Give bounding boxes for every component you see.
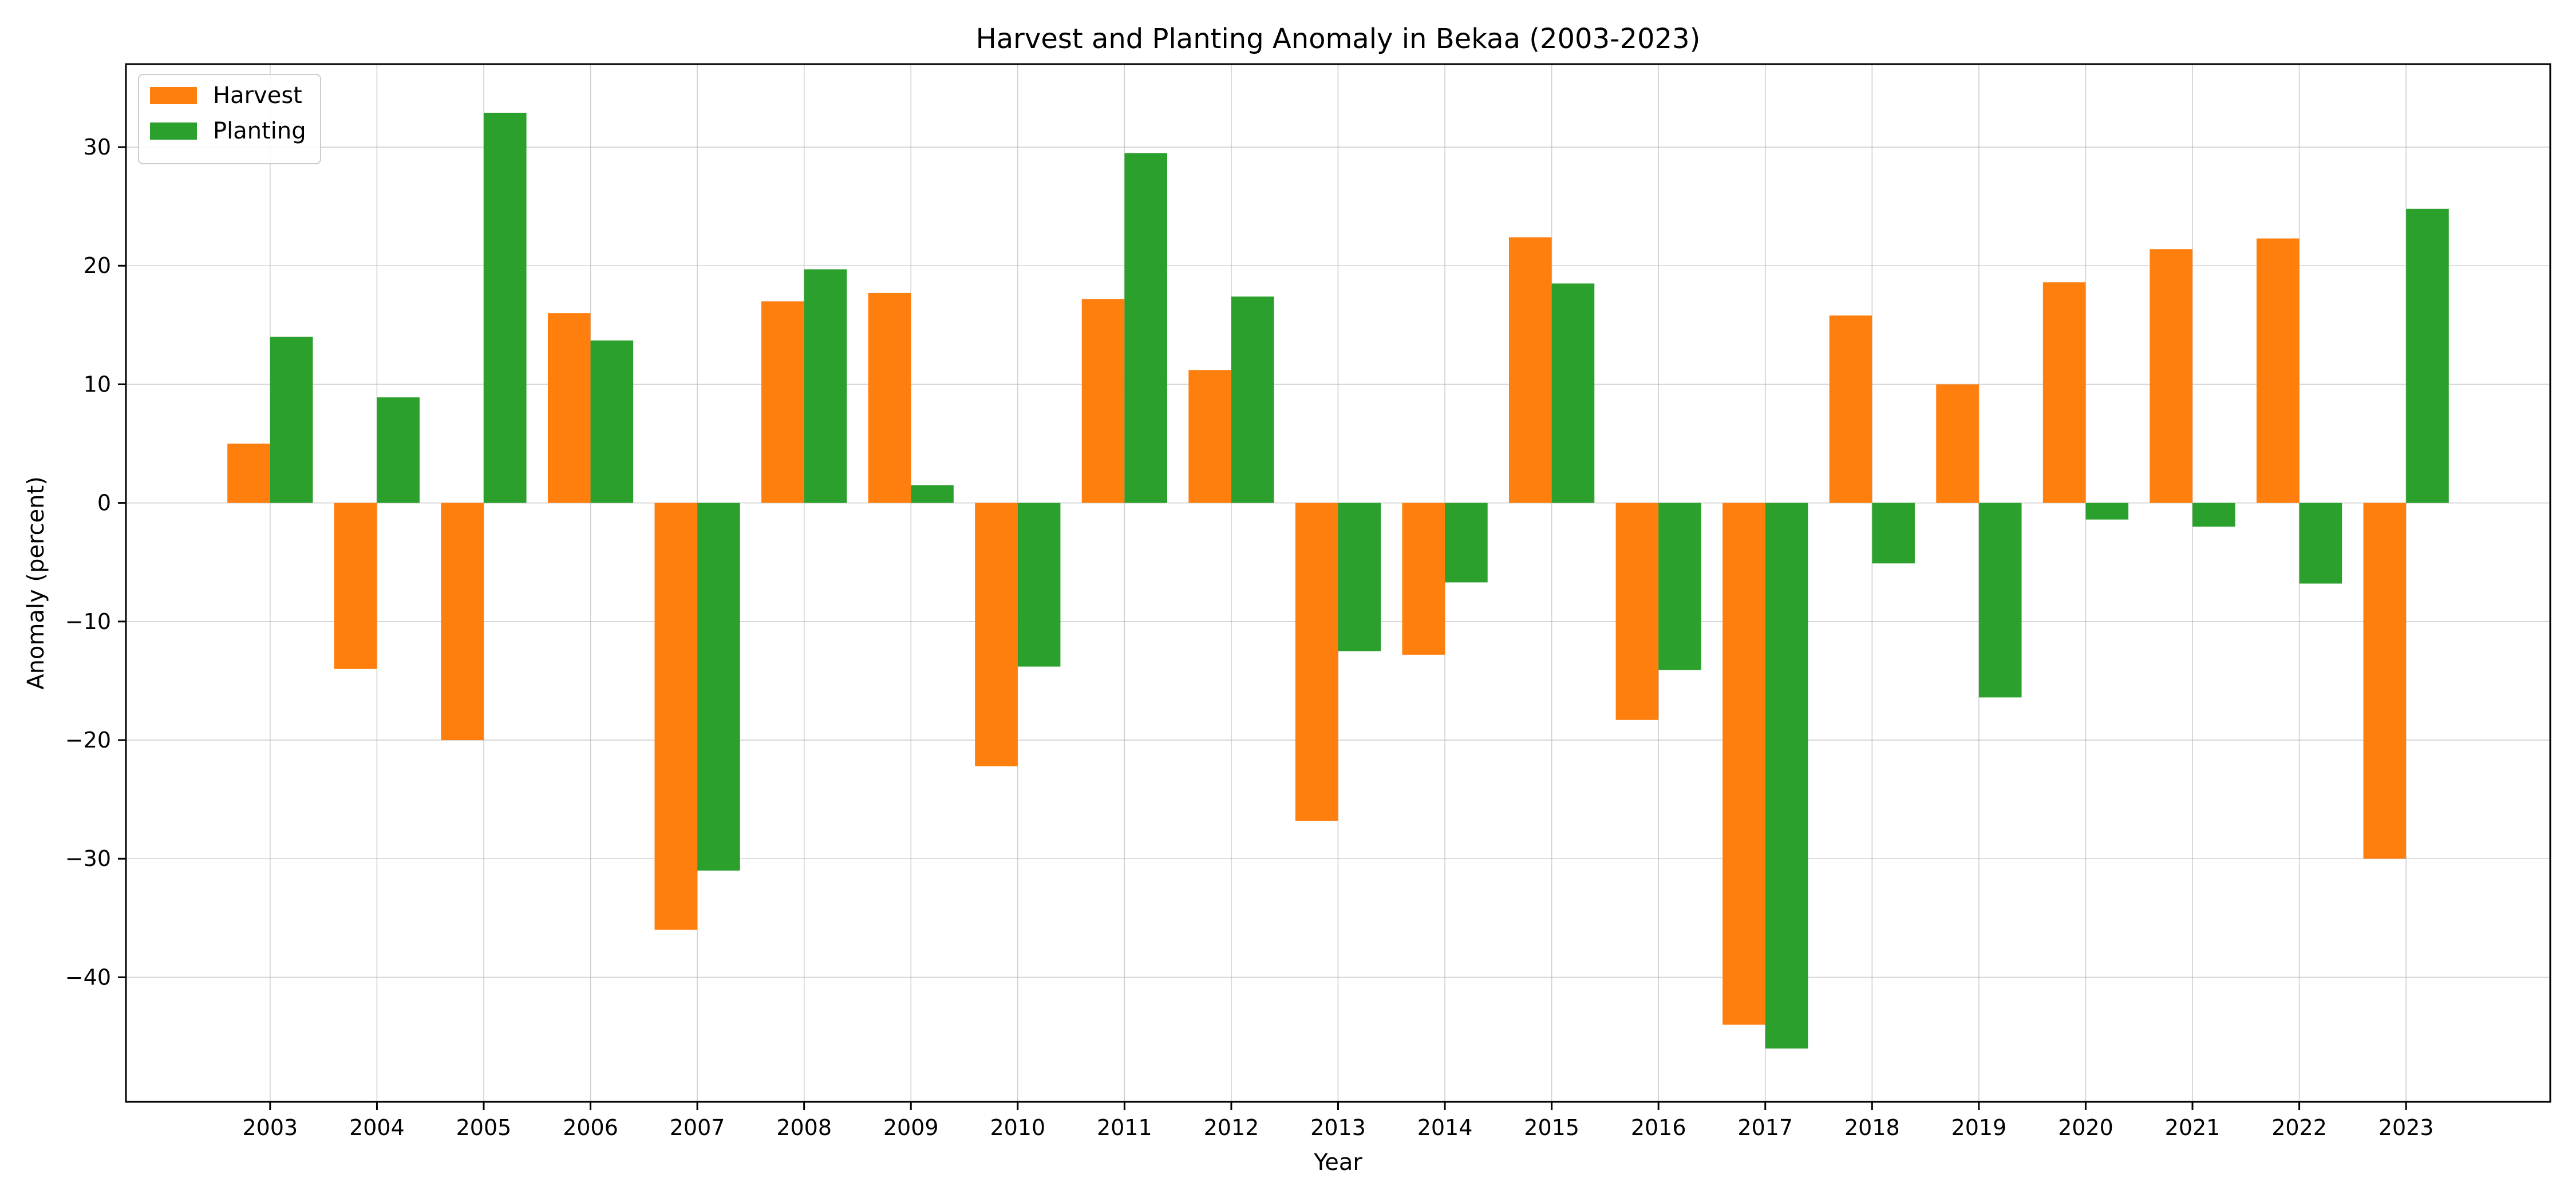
bar-planting-2005 [483,112,527,503]
bar-planting-2019 [1978,503,2022,698]
bar-planting-2013 [1338,503,1381,651]
bar-harvest-2003 [227,444,270,503]
bar-harvest-2023 [2363,503,2407,859]
bar-harvest-2018 [1829,315,1872,503]
bar-planting-2020 [2085,503,2129,520]
bar-planting-2006 [590,340,634,503]
y-tick-label: 10 [84,371,111,397]
bar-planting-2003 [270,337,313,503]
y-tick-label: −20 [65,727,111,753]
bar-planting-2009 [911,485,954,503]
x-tick-label: 2008 [776,1115,832,1140]
bar-harvest-2022 [2256,238,2300,503]
x-tick-label: 2006 [563,1115,618,1140]
x-tick-label: 2005 [456,1115,512,1140]
bar-harvest-2006 [547,313,591,503]
x-tick-label: 2007 [670,1115,725,1140]
bar-harvest-2004 [334,503,377,669]
bar-planting-2014 [1445,503,1488,583]
x-tick-label: 2016 [1631,1115,1686,1140]
bar-harvest-2015 [1509,237,1552,503]
bar-harvest-2008 [761,301,804,503]
y-tick-label: −40 [65,964,111,990]
x-axis-label: Year [1313,1149,1362,1176]
x-tick-label: 2003 [243,1115,298,1140]
bar-harvest-2020 [2042,282,2086,503]
x-tick-label: 2020 [2058,1115,2113,1140]
bar-harvest-2010 [975,503,1018,766]
x-tick-label: 2023 [2379,1115,2434,1140]
y-tick-label: 30 [84,135,111,160]
x-tick-label: 2011 [1097,1115,1152,1140]
legend: Harvest Planting [138,74,321,164]
y-tick-label: −10 [65,609,111,634]
y-tick-label: 0 [97,491,111,516]
bar-planting-2015 [1551,283,1595,503]
x-tick-label: 2012 [1204,1115,1259,1140]
x-tick-label: 2014 [1417,1115,1473,1140]
bar-harvest-2017 [1722,503,1765,1025]
legend-label-planting: Planting [213,118,306,144]
bar-harvest-2019 [1936,384,1979,503]
bar-planting-2018 [1872,503,1915,564]
bar-planting-2011 [1124,153,1167,503]
bar-planting-2012 [1231,296,1274,503]
bar-planting-2004 [377,397,420,503]
x-tick-label: 2022 [2271,1115,2327,1140]
bar-planting-2022 [2299,503,2342,584]
x-tick-label: 2019 [1951,1115,2007,1140]
bars [227,112,2449,1049]
bar-planting-2016 [1658,503,1701,670]
x-tick-label: 2017 [1737,1115,1793,1140]
bar-harvest-2016 [1615,503,1659,720]
y-tick-label: 20 [84,253,111,278]
x-tick-label: 2010 [990,1115,1045,1140]
x-tick-label: 2004 [349,1115,405,1140]
x-tick-label: 2015 [1524,1115,1579,1140]
bar-harvest-2014 [1402,503,1445,655]
legend-swatch-planting [150,122,197,140]
chart-title: Harvest and Planting Anomaly in Bekaa (2… [976,23,1701,55]
x-tick-label: 2021 [2165,1115,2221,1140]
bar-planting-2017 [1765,503,1808,1049]
bar-harvest-2011 [1081,299,1125,503]
bar-harvest-2021 [2150,249,2193,503]
bar-planting-2007 [697,503,740,871]
bar-harvest-2009 [868,292,911,503]
y-axis-label: Anomaly (percent) [23,476,49,690]
bar-harvest-2012 [1188,370,1231,503]
bar-planting-2021 [2192,503,2235,527]
bar-planting-2023 [2406,208,2449,503]
bar-harvest-2013 [1295,503,1338,821]
bar-planting-2008 [804,269,847,503]
bar-harvest-2005 [441,503,484,741]
x-tick-label: 2009 [883,1115,939,1140]
legend-swatch-harvest [150,87,197,104]
bar-planting-2010 [1017,503,1061,667]
x-tick-label: 2013 [1310,1115,1366,1140]
bar-harvest-2007 [654,503,698,930]
y-tick-label: −30 [65,846,111,871]
legend-label-harvest: Harvest [213,82,302,109]
x-tick-label: 2018 [1844,1115,1900,1140]
